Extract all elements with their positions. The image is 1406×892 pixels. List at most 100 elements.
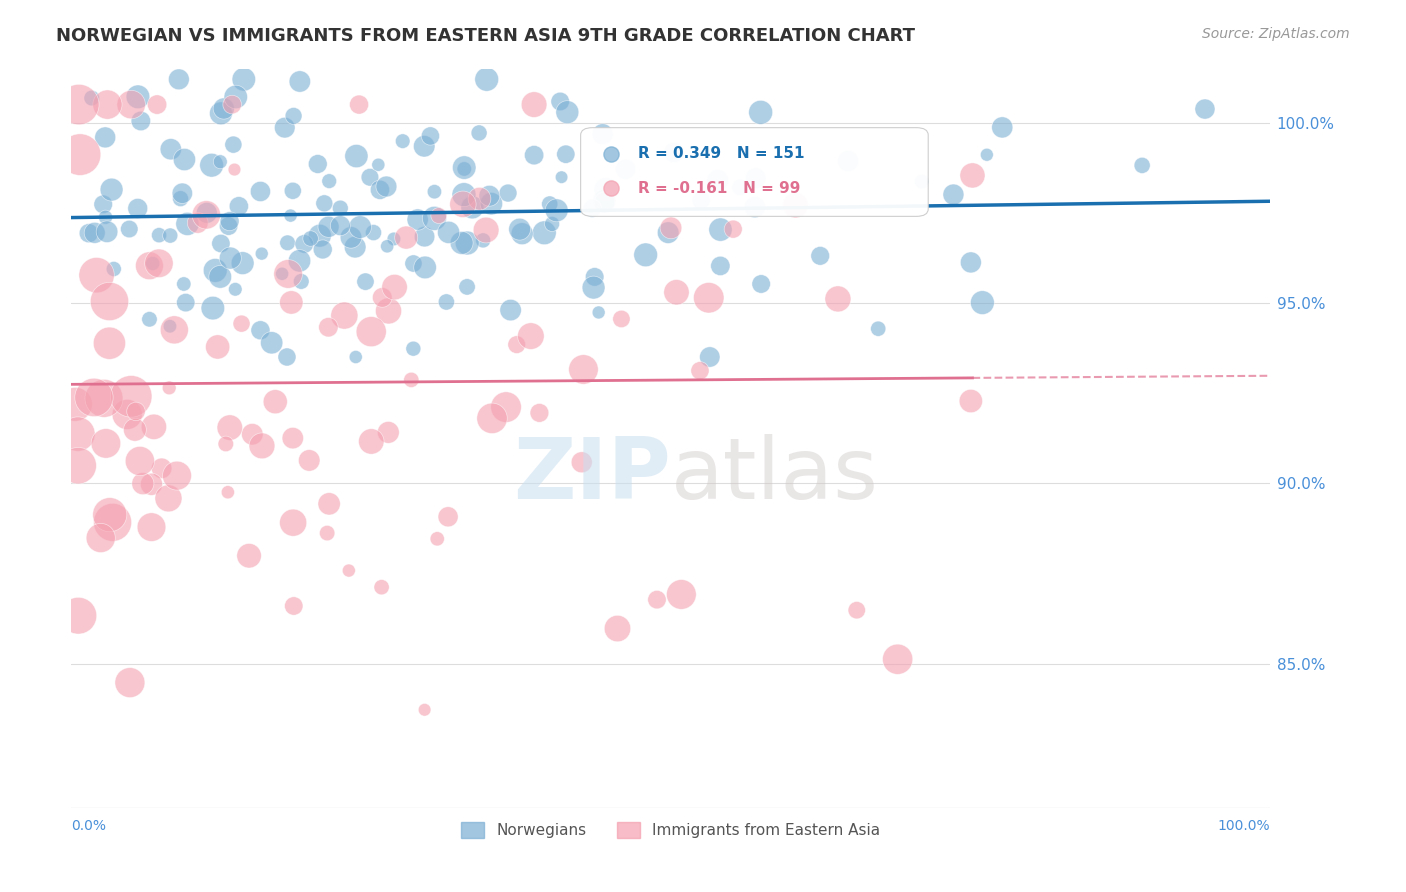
- Point: [120, 97, 142, 112]
- Point: [645, 592, 668, 607]
- Point: [280, 295, 302, 310]
- Point: [375, 239, 398, 253]
- Point: [103, 262, 125, 277]
- Point: [571, 455, 593, 469]
- Point: [523, 97, 546, 112]
- Point: [911, 175, 934, 189]
- Point: [318, 219, 340, 234]
- Point: [582, 280, 605, 294]
- Point: [67, 608, 90, 623]
- Point: [606, 622, 628, 636]
- Point: [827, 292, 849, 306]
- Point: [423, 185, 446, 199]
- Point: [142, 419, 165, 434]
- Point: [98, 294, 121, 309]
- Point: [96, 225, 118, 239]
- Point: [288, 253, 311, 268]
- Point: [66, 427, 89, 442]
- Point: [222, 137, 245, 152]
- Point: [91, 197, 114, 211]
- Point: [260, 335, 283, 350]
- Point: [360, 325, 382, 339]
- Point: [209, 106, 232, 120]
- Point: [238, 549, 260, 563]
- Point: [250, 246, 273, 260]
- Point: [344, 240, 367, 254]
- Point: [67, 97, 90, 112]
- Point: [595, 183, 617, 197]
- Point: [318, 497, 340, 511]
- Point: [218, 420, 240, 434]
- Point: [744, 171, 766, 186]
- Point: [479, 196, 502, 211]
- Point: [120, 389, 142, 403]
- Point: [581, 201, 603, 215]
- Point: [240, 427, 263, 442]
- Point: [90, 531, 112, 545]
- Point: [496, 186, 519, 200]
- Point: [314, 196, 336, 211]
- Text: R = 0.349   N = 151: R = 0.349 N = 151: [638, 146, 804, 161]
- Point: [541, 217, 564, 231]
- Point: [201, 158, 224, 172]
- Text: NORWEGIAN VS IMMIGRANTS FROM EASTERN ASIA 9TH GRADE CORRELATION CHART: NORWEGIAN VS IMMIGRANTS FROM EASTERN ASI…: [56, 27, 915, 45]
- Point: [163, 323, 186, 337]
- Point: [395, 230, 418, 244]
- Point: [249, 323, 271, 337]
- Point: [401, 373, 423, 387]
- Point: [592, 127, 614, 141]
- Point: [461, 201, 484, 215]
- Point: [146, 97, 169, 112]
- Point: [749, 277, 772, 291]
- Point: [377, 425, 399, 440]
- Point: [172, 186, 194, 201]
- Point: [271, 267, 294, 281]
- Point: [709, 259, 731, 273]
- Point: [209, 154, 232, 169]
- Point: [157, 381, 180, 395]
- Point: [281, 431, 304, 445]
- Point: [510, 227, 533, 241]
- Point: [721, 222, 744, 236]
- Point: [98, 508, 121, 522]
- Point: [141, 520, 163, 534]
- Point: [665, 285, 688, 300]
- Point: [264, 394, 287, 409]
- Point: [118, 675, 141, 690]
- Point: [318, 174, 340, 188]
- Point: [318, 320, 340, 334]
- Point: [148, 228, 170, 243]
- Point: [371, 290, 394, 304]
- Point: [478, 188, 501, 202]
- Point: [337, 564, 360, 578]
- Text: 100.0%: 100.0%: [1218, 819, 1270, 832]
- Point: [550, 170, 572, 185]
- Point: [475, 223, 498, 237]
- Point: [209, 269, 232, 284]
- Point: [451, 197, 474, 211]
- Point: [402, 256, 425, 270]
- Point: [204, 263, 226, 277]
- Point: [368, 183, 391, 197]
- Point: [159, 142, 181, 156]
- Point: [450, 235, 472, 250]
- Point: [83, 391, 105, 405]
- Point: [434, 295, 457, 310]
- Point: [218, 214, 240, 228]
- Point: [96, 97, 118, 112]
- Point: [962, 169, 984, 183]
- Point: [292, 237, 315, 252]
- Point: [413, 260, 436, 275]
- Point: [367, 158, 389, 172]
- Point: [138, 259, 160, 273]
- Point: [218, 219, 240, 233]
- Point: [101, 516, 124, 530]
- Point: [195, 208, 218, 222]
- Text: ZIP: ZIP: [513, 434, 671, 516]
- Point: [124, 423, 146, 437]
- Point: [142, 256, 165, 270]
- Point: [509, 222, 531, 236]
- Point: [868, 322, 890, 336]
- Point: [219, 251, 242, 265]
- Point: [173, 277, 195, 291]
